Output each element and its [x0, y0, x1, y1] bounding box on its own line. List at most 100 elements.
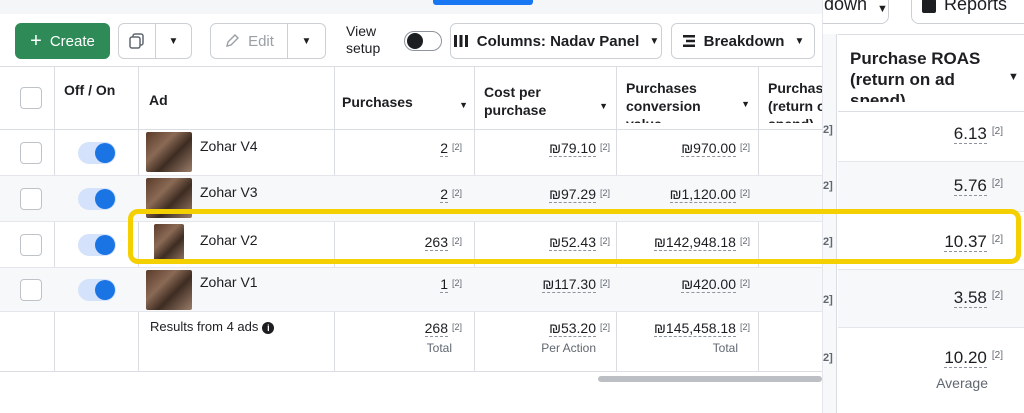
footnote-marker: [2]	[991, 234, 1003, 245]
roas-header[interactable]: Purchase ROAS (return on ad spend) ▼	[838, 34, 1024, 112]
roas-row[interactable]: 3.58 [2]	[838, 270, 1024, 328]
roas-cell[interactable]: 3.58 [2]	[953, 288, 1003, 308]
ad-name[interactable]: Zohar V2	[200, 232, 258, 248]
cost-per-purchase-cell[interactable]: ₪117.30 [2]	[542, 276, 610, 293]
duplicate-button[interactable]	[118, 23, 156, 59]
conversion-value-cell[interactable]: ₪1,120.00 [2]	[669, 186, 750, 203]
purchases-cell[interactable]: 263 [2]	[424, 234, 462, 251]
columns-button[interactable]: Columns: Nadav Panel ▼	[450, 23, 662, 59]
ad-status-toggle[interactable]	[78, 234, 116, 256]
ad-name[interactable]: Zohar V3	[200, 184, 258, 200]
roas-value[interactable]: 5.76	[953, 176, 987, 196]
footnote-marker: [2]	[599, 142, 610, 152]
cost-value[interactable]: ₪52.43	[549, 234, 596, 251]
sort-caret-icon[interactable]: ▼	[459, 100, 468, 110]
cost-value[interactable]: ₪117.30	[542, 276, 596, 293]
conversion-value-total-label: Total	[712, 341, 738, 355]
cost-per-purchase-cell[interactable]: ₪97.29 [2]	[549, 186, 610, 203]
ad-thumbnail[interactable]	[146, 178, 192, 218]
create-button[interactable]: + Create	[15, 23, 110, 59]
row-checkbox[interactable]	[20, 142, 42, 164]
duplicate-icon	[129, 33, 144, 49]
cost-per-purchase-cell[interactable]: ₪79.10 [2]	[549, 140, 610, 157]
footnote-marker: [2]	[451, 322, 462, 332]
footnote-marker: [2]	[599, 322, 610, 332]
toggle-knob	[95, 235, 115, 255]
edit-dropdown-button[interactable]: ▼	[288, 23, 326, 59]
cost-value[interactable]: ₪79.10	[549, 140, 596, 157]
ad-thumbnail[interactable]	[146, 270, 192, 310]
roas-row[interactable]: 5.76 [2]	[838, 162, 1024, 212]
table-row[interactable]: Zohar V2 263 [2] ₪52.43 [2] ₪142,948.18 [2]	[0, 222, 822, 268]
header-purchase-roas-partial[interactable]: Purchase ROAS (return on ad spend)	[768, 79, 822, 123]
conversion-value-cell[interactable]: ₪420.00 [2]	[681, 276, 750, 293]
header-purchases-label: Purchases	[342, 94, 413, 110]
ad-status-toggle[interactable]	[78, 279, 116, 301]
row-checkbox[interactable]	[20, 234, 42, 256]
ad-name[interactable]: Zohar V1	[200, 274, 258, 290]
breakdown-button[interactable]: Breakdown ▼	[671, 23, 815, 59]
table-row[interactable]: Zohar V3 2 [2] ₪97.29 [2] ₪1,120.00 [2]	[0, 176, 822, 222]
conversion-value-cell[interactable]: ₪142,948.18 [2]	[654, 234, 750, 251]
table-row[interactable]: Zohar V1 1 [2] ₪117.30 [2] ₪420.00 [2]	[0, 268, 822, 312]
header-purchases[interactable]: Purchases ▼	[342, 93, 468, 111]
reports-button[interactable]: Reports	[911, 0, 1024, 24]
ad-name[interactable]: Zohar V4	[200, 138, 258, 154]
row-checkbox[interactable]	[20, 279, 42, 301]
conversion-value-cell[interactable]: ₪970.00 [2]	[681, 140, 750, 157]
sort-caret-icon[interactable]: ▼	[599, 101, 608, 111]
roas-cell[interactable]: 6.13 [2]	[953, 124, 1003, 144]
purchases-total: 268 [2]	[424, 320, 462, 337]
sort-caret-icon[interactable]: ▼	[1008, 71, 1019, 83]
ad-thumbnail[interactable]	[154, 224, 184, 264]
purchases-value[interactable]: 263	[424, 234, 448, 251]
purchases-value[interactable]: 1	[440, 276, 448, 293]
view-setup-toggle[interactable]	[404, 31, 442, 51]
roas-cell[interactable]: 10.37 [2]	[944, 232, 1003, 252]
ad-status-toggle[interactable]	[78, 142, 116, 164]
footnote-marker: [2]	[599, 236, 610, 246]
footnote-marker: [2]	[599, 188, 610, 198]
roas-row[interactable]: 6.13 [2]	[838, 112, 1024, 162]
roas-cell[interactable]: 5.76 [2]	[953, 176, 1003, 196]
chevron-down-icon: ▼	[877, 3, 888, 15]
cost-per-purchase-cell[interactable]: ₪52.43 [2]	[549, 234, 610, 251]
conversion-value[interactable]: ₪970.00	[681, 140, 736, 157]
roas-value[interactable]: 3.58	[953, 288, 987, 308]
header-purchases-conversion-value[interactable]: Purchases conversion value ▼	[626, 79, 750, 123]
header-off-on[interactable]: Off / On	[64, 82, 116, 98]
conversion-value[interactable]: ₪420.00	[681, 276, 736, 293]
footnote-marker: [2]	[739, 322, 750, 332]
ad-thumbnail[interactable]	[146, 132, 192, 172]
row-checkbox[interactable]	[20, 188, 42, 210]
toolbar: + Create ▼ Edit ▼ View setup Columns: Na…	[0, 14, 820, 70]
header-cost-per-purchase[interactable]: Cost per purchase ▼	[484, 83, 608, 119]
pencil-icon	[226, 34, 240, 47]
purchases-cell[interactable]: 2 [2]	[440, 186, 462, 203]
cost-value[interactable]: ₪97.29	[549, 186, 596, 203]
horizontal-scrollbar[interactable]	[598, 376, 822, 382]
roas-value[interactable]: 10.37	[944, 232, 987, 252]
conversion-value[interactable]: ₪142,948.18	[654, 234, 736, 251]
duplicate-dropdown-button[interactable]: ▼	[156, 23, 192, 59]
columns-label: Columns: Nadav Panel	[476, 32, 640, 50]
table-row[interactable]: Zohar V4 2 [2] ₪79.10 [2] ₪970.00 [2]	[0, 130, 822, 176]
footnote-marker: [2]	[451, 142, 462, 152]
purchases-value[interactable]: 2	[440, 140, 448, 157]
edit-button[interactable]: Edit	[210, 23, 288, 59]
toggle-knob	[95, 189, 115, 209]
ad-status-toggle[interactable]	[78, 188, 116, 210]
info-icon[interactable]: i	[262, 322, 275, 334]
header-ad[interactable]: Ad	[149, 92, 168, 108]
sort-caret-icon[interactable]: ▼	[741, 99, 750, 109]
purchases-cell[interactable]: 1 [2]	[440, 276, 462, 293]
select-all-checkbox[interactable]	[20, 87, 42, 109]
roas-row[interactable]: 10.37 [2]	[838, 212, 1024, 270]
roas-value[interactable]: 6.13	[953, 124, 987, 144]
purchases-cell[interactable]: 2 [2]	[440, 140, 462, 157]
partial-dropdown-button[interactable]: down ▼	[823, 0, 889, 24]
footnote-marker: [2]	[991, 290, 1003, 301]
toggle-knob	[407, 33, 423, 49]
purchases-value[interactable]: 2	[440, 186, 448, 203]
conversion-value[interactable]: ₪1,120.00	[669, 186, 736, 203]
